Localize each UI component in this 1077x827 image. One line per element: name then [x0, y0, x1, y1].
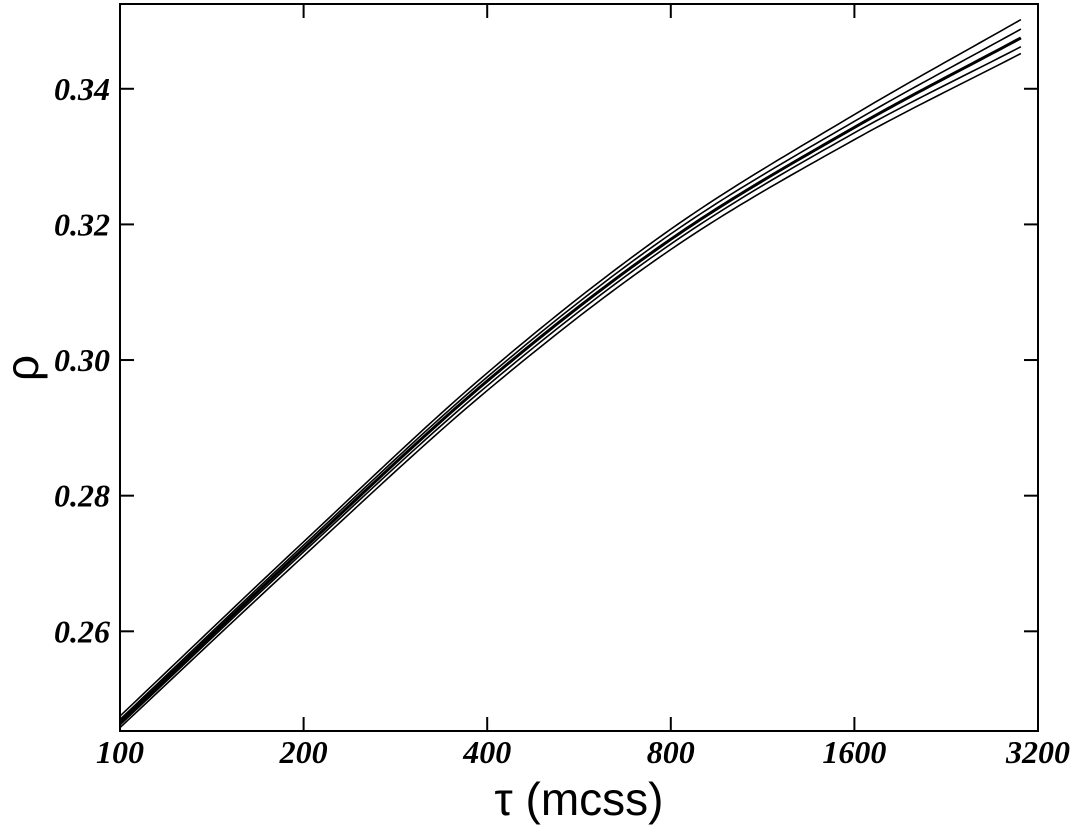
series-line	[119, 28, 1022, 721]
series-line	[119, 52, 1022, 729]
x-tick-label: 1600	[822, 734, 886, 770]
tick-labels: 100 200 400 800 1600 3200 0.26 0.28 0.30 0.32 0.34	[54, 71, 1070, 770]
x-axis-title: τ (mcss)	[495, 773, 664, 825]
y-tick-label: 0.26	[54, 613, 110, 649]
series-line	[119, 46, 1022, 726]
series-line	[118, 36, 1022, 724]
y-tick-label: 0.28	[54, 478, 110, 514]
x-tick-label: 800	[647, 734, 695, 770]
y-tick-label: 0.32	[54, 206, 110, 242]
x-tick-label: 3200	[1005, 734, 1070, 770]
x-tick-label: 400	[462, 734, 511, 770]
y-tick-label: 0.34	[54, 71, 110, 107]
axis-ticks	[120, 4, 1038, 731]
series-line	[119, 18, 1022, 717]
series-lines	[118, 18, 1022, 729]
plot-frame	[119, 3, 1039, 732]
x-tick-label: 100	[96, 734, 144, 770]
y-tick-label: 0.30	[54, 342, 110, 378]
y-axis-title: ρ	[0, 355, 48, 381]
x-tick-label: 200	[279, 734, 328, 770]
